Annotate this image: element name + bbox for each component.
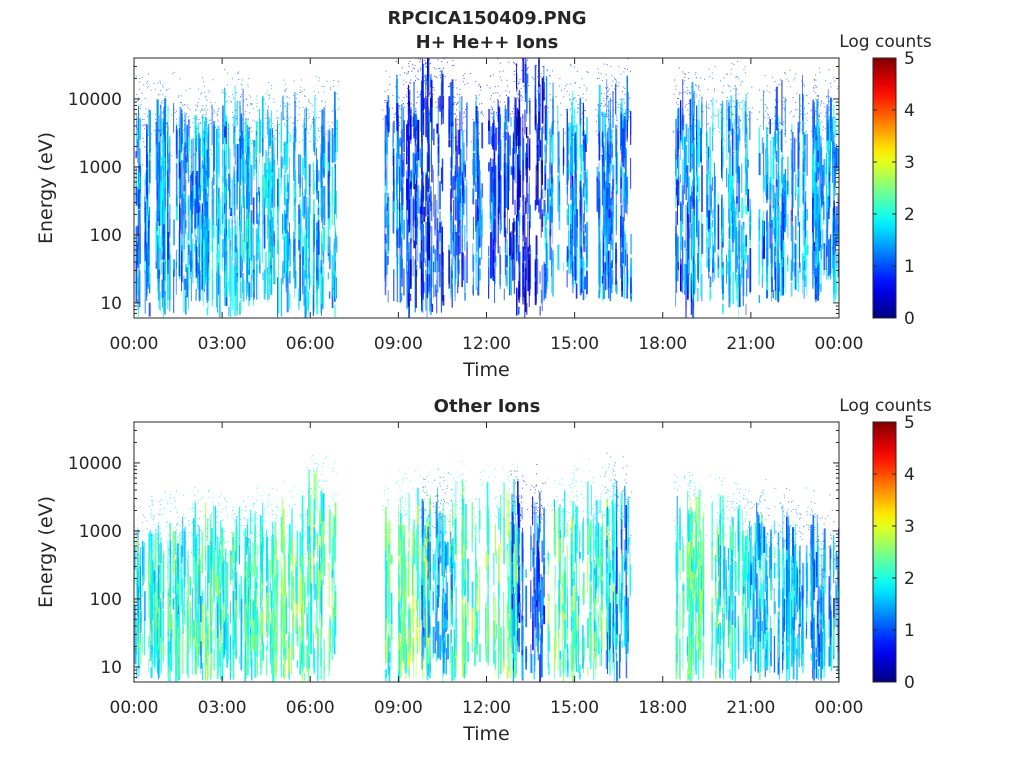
x-tick-label: 21:00 xyxy=(726,698,775,718)
colorbar-tick-label: 4 xyxy=(904,465,915,485)
ion-burst xyxy=(153,71,191,318)
ion-burst xyxy=(199,77,233,318)
x-tick-label: 00:00 xyxy=(815,334,864,354)
ion-burst xyxy=(604,452,633,682)
colorbar-tick-label: 4 xyxy=(904,101,915,121)
ion-burst xyxy=(510,464,546,682)
x-tick-label: 00:00 xyxy=(110,334,159,354)
colorbar-tick-label: 1 xyxy=(904,257,915,277)
colorbar-tick-label: 3 xyxy=(904,153,915,173)
panel-other-ions: Other Ions 00:00 03:00 06:00 09:00 12:00 15:00… xyxy=(35,396,932,745)
y-tick-label: 100 xyxy=(90,226,122,246)
ion-burst xyxy=(747,479,782,681)
y-axis-label: Energy (eV) xyxy=(35,496,57,608)
ion-burst xyxy=(689,66,725,302)
x-tick-label: 18:00 xyxy=(638,334,687,354)
x-tick-label: 15:00 xyxy=(550,334,599,354)
ion-burst xyxy=(382,70,406,303)
ion-burst xyxy=(787,67,823,303)
colorbar-tick-label: 2 xyxy=(904,205,915,225)
ion-burst xyxy=(243,485,279,682)
y-axis-label: Energy (eV) xyxy=(35,132,57,244)
colorbar-gradient xyxy=(872,57,897,319)
ion-burst xyxy=(580,458,618,682)
x-tick-label: 21:00 xyxy=(726,334,775,354)
colorbar-tick-label: 5 xyxy=(904,49,915,69)
panel-title: Other Ions xyxy=(434,396,541,417)
y-tick-label: 10 xyxy=(100,658,122,678)
ion-burst xyxy=(686,474,723,682)
ion-burst xyxy=(605,58,633,302)
y-tick-label: 100 xyxy=(90,590,122,610)
x-tick-label: 06:00 xyxy=(286,698,335,718)
x-tick-label: 00:00 xyxy=(815,698,864,718)
ion-burst xyxy=(419,58,455,318)
y-tick-label: 10000 xyxy=(68,454,122,474)
x-axis-label: Time xyxy=(462,723,510,745)
ion-burst xyxy=(222,68,255,318)
panel-h-he-ions: H+ He++ Ions 00:00 03:00 06:00 09:00 12:00 15:… xyxy=(35,32,932,381)
colorbar-label: Log counts xyxy=(839,396,932,416)
y-tick-label: 10000 xyxy=(68,90,122,110)
colorbar-tick-label: 0 xyxy=(904,673,915,693)
y-tick-label: 10 xyxy=(100,294,122,314)
y-tick-label: 1000 xyxy=(79,158,122,178)
ion-burst xyxy=(542,64,579,299)
ion-burst xyxy=(808,494,839,681)
x-tick-label: 09:00 xyxy=(374,698,423,718)
ion-burst xyxy=(170,490,204,682)
x-tick-label: 03:00 xyxy=(198,334,247,354)
colorbar-gradient xyxy=(872,421,897,683)
x-tick-label: 18:00 xyxy=(638,698,687,718)
ion-burst xyxy=(148,491,182,682)
ion-burst xyxy=(275,79,312,318)
ion-burst xyxy=(240,82,276,303)
x-tick-label: 15:00 xyxy=(550,698,599,718)
spectrogram-data xyxy=(134,452,839,682)
ion-burst xyxy=(303,75,340,317)
x-tick-label: 03:00 xyxy=(198,698,247,718)
ion-burst xyxy=(779,487,816,682)
colorbar-label: Log counts xyxy=(839,32,932,52)
colorbar-tick-label: 2 xyxy=(904,569,915,589)
ion-burst xyxy=(716,477,752,681)
ion-burst xyxy=(448,73,485,302)
ion-burst xyxy=(510,58,546,318)
x-axis-label: Time xyxy=(462,359,510,381)
y-tick-label: 1000 xyxy=(79,522,122,542)
colorbar-tick-label: 3 xyxy=(904,517,915,537)
colorbar-tick-label: 1 xyxy=(904,621,915,641)
panel-title: H+ He++ Ions xyxy=(416,32,559,53)
ion-burst xyxy=(673,472,699,682)
colorbar-tick-label: 0 xyxy=(904,309,915,329)
x-tick-label: 12:00 xyxy=(462,698,511,718)
ion-burst xyxy=(810,69,839,303)
ion-burst xyxy=(756,72,792,303)
ion-burst xyxy=(305,455,339,682)
colorbar-tick-label: 5 xyxy=(904,413,915,433)
x-tick-label: 06:00 xyxy=(286,334,335,354)
ion-burst xyxy=(446,461,483,681)
ion-burst xyxy=(217,496,253,682)
ion-burst xyxy=(544,465,582,682)
figure-title: RPCICA150409.PNG xyxy=(387,8,586,29)
x-tick-label: 09:00 xyxy=(374,334,423,354)
ion-burst xyxy=(720,61,753,318)
x-tick-label: 00:00 xyxy=(110,698,159,718)
spectrogram-data xyxy=(135,58,839,318)
ion-burst xyxy=(271,480,307,682)
x-tick-label: 12:00 xyxy=(462,334,511,354)
